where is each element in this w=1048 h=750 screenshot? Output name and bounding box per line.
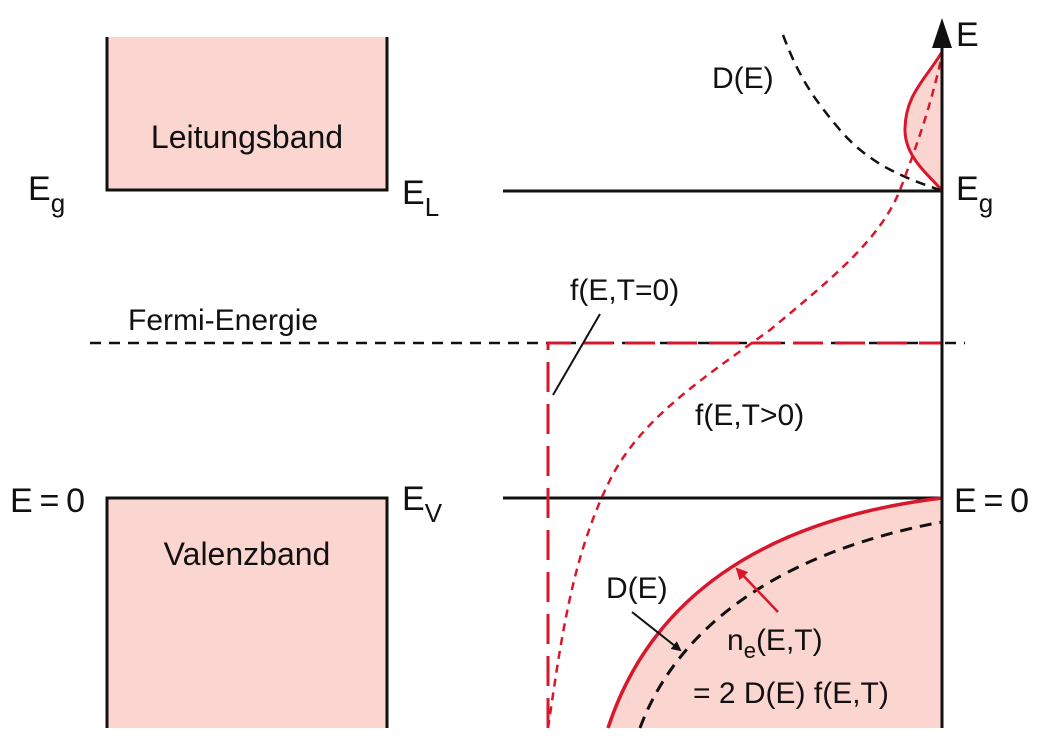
valence-band-label: Valenzband [164, 536, 331, 572]
el-label: EL [402, 174, 439, 222]
conduction-band-label: Leitungsband [151, 119, 343, 155]
fermi-t0-step [546, 341, 942, 728]
ev-sub: V [425, 498, 443, 528]
left-eg-sub: g [51, 188, 65, 218]
fermi-tpos-label: f(E,T>0) [695, 399, 804, 432]
ne-label: ne(E,T) [727, 624, 823, 663]
right-eg-label: Eg [956, 170, 993, 218]
right-eg-main: E [956, 170, 979, 208]
left-eg-main: E [28, 170, 51, 208]
ev-label: EV [402, 480, 443, 528]
ne-sub: e [744, 638, 756, 663]
axis-e-label: E [956, 16, 979, 54]
left-e0-label: E = 0 [10, 482, 85, 520]
el-main: E [402, 174, 425, 212]
dos-bottom-label: D(E) [606, 572, 668, 605]
conduction-band-box [105, 37, 389, 192]
dos-top-curve [781, 34, 941, 192]
fermi-t0-pointer [552, 313, 601, 396]
fermi-t0-label: f(E,T=0) [570, 274, 679, 307]
dos-top-label: D(E) [712, 62, 774, 95]
left-eg-label: Eg [28, 170, 65, 218]
ev-main: E [402, 480, 425, 518]
dos-bottom-pointer [631, 611, 682, 652]
ne-rest: (E,T) [756, 624, 823, 657]
valence-ne-fill [608, 498, 942, 728]
dos-bottom-curve [638, 520, 943, 729]
valence-ne-curve [606, 496, 943, 729]
right-eg-sub: g [979, 188, 993, 218]
right-e0-label: E = 0 [954, 482, 1029, 520]
fermi-tpos-curve [546, 54, 944, 729]
ne-main: n [727, 624, 744, 657]
energy-axis-arrow [932, 18, 952, 48]
ne-formula-label: = 2 D(E) f(E,T) [693, 677, 889, 710]
fermi-energy-label: Fermi-Energie [128, 304, 318, 337]
ne-pointer [735, 567, 779, 613]
el-sub: L [425, 192, 439, 222]
valence-band-box [105, 496, 389, 728]
